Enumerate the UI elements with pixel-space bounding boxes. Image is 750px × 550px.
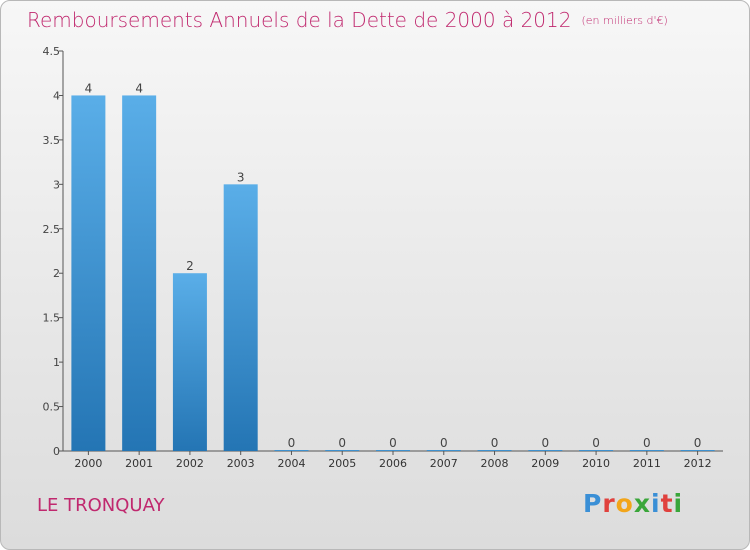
x-tick-label-2001: 2001 bbox=[125, 457, 153, 470]
data-label-2003: 3 bbox=[237, 170, 245, 184]
y-tick-label: 2.5 bbox=[43, 223, 61, 236]
x-tick-label-2012: 2012 bbox=[684, 457, 712, 470]
logo-letter: i bbox=[673, 489, 684, 518]
bar-2004 bbox=[274, 450, 309, 451]
logo-letter: x bbox=[633, 489, 651, 518]
data-label-2000: 4 bbox=[85, 81, 93, 95]
data-label-2009: 0 bbox=[541, 436, 549, 450]
x-tick-label-2009: 2009 bbox=[531, 457, 559, 470]
y-tick-label: 3.5 bbox=[43, 134, 61, 147]
data-label-2001: 4 bbox=[135, 81, 143, 95]
bar-2008 bbox=[477, 450, 512, 451]
logo-letter: i bbox=[651, 489, 661, 518]
bar-2012 bbox=[680, 450, 715, 451]
logo-letter: o bbox=[615, 489, 634, 518]
y-tick-label: 4 bbox=[53, 89, 60, 102]
data-label-2002: 2 bbox=[186, 259, 194, 273]
x-tick-label-2010: 2010 bbox=[582, 457, 610, 470]
bar-2009 bbox=[528, 450, 563, 451]
y-tick-label: 0 bbox=[53, 445, 60, 458]
proxiti-logo: Proxiti bbox=[583, 489, 683, 518]
bar-2003 bbox=[223, 184, 258, 452]
bar-2007 bbox=[426, 450, 461, 451]
bar-2005 bbox=[325, 450, 360, 451]
y-tick-label: 4.5 bbox=[43, 45, 61, 58]
logo-letter: t bbox=[660, 489, 674, 518]
data-label-2006: 0 bbox=[389, 436, 397, 450]
y-tick-label: 3 bbox=[53, 178, 60, 191]
x-tick-label-2006: 2006 bbox=[379, 457, 407, 470]
commune-name: LE TRONQUAY bbox=[37, 495, 165, 516]
logo-letter: P bbox=[583, 489, 603, 518]
data-label-2012: 0 bbox=[694, 436, 702, 450]
x-tick-label-2002: 2002 bbox=[176, 457, 204, 470]
bar-2011 bbox=[629, 450, 664, 451]
bar-2000 bbox=[71, 95, 106, 451]
x-tick-label-2005: 2005 bbox=[328, 457, 356, 470]
data-label-2005: 0 bbox=[338, 436, 346, 450]
bar-2002 bbox=[172, 273, 207, 451]
bar-2010 bbox=[579, 450, 614, 451]
x-tick-label-2000: 2000 bbox=[74, 457, 102, 470]
data-label-2008: 0 bbox=[491, 436, 499, 450]
chart-title: Remboursements Annuels de la Dette de 20… bbox=[27, 8, 668, 32]
y-tick-label: 1.5 bbox=[43, 312, 61, 325]
title-text: Remboursements Annuels de la Dette de 20… bbox=[27, 8, 572, 32]
x-tick-label-2008: 2008 bbox=[481, 457, 509, 470]
x-tick-label-2004: 2004 bbox=[277, 457, 305, 470]
bar-2006 bbox=[376, 450, 410, 451]
logo-letter: r bbox=[602, 489, 616, 518]
y-tick-label: 2 bbox=[53, 267, 60, 280]
data-label-2010: 0 bbox=[592, 436, 600, 450]
x-tick-label-2011: 2011 bbox=[633, 457, 661, 470]
data-label-2011: 0 bbox=[643, 436, 651, 450]
x-tick-label-2007: 2007 bbox=[430, 457, 458, 470]
y-tick-label: 1 bbox=[53, 356, 60, 369]
y-tick-label: 0.5 bbox=[43, 401, 61, 414]
x-tick-label-2003: 2003 bbox=[227, 457, 255, 470]
data-label-2007: 0 bbox=[440, 436, 448, 450]
title-unit: (en milliers d'€) bbox=[581, 14, 668, 27]
bar-2001 bbox=[122, 95, 157, 451]
data-label-2004: 0 bbox=[288, 436, 296, 450]
